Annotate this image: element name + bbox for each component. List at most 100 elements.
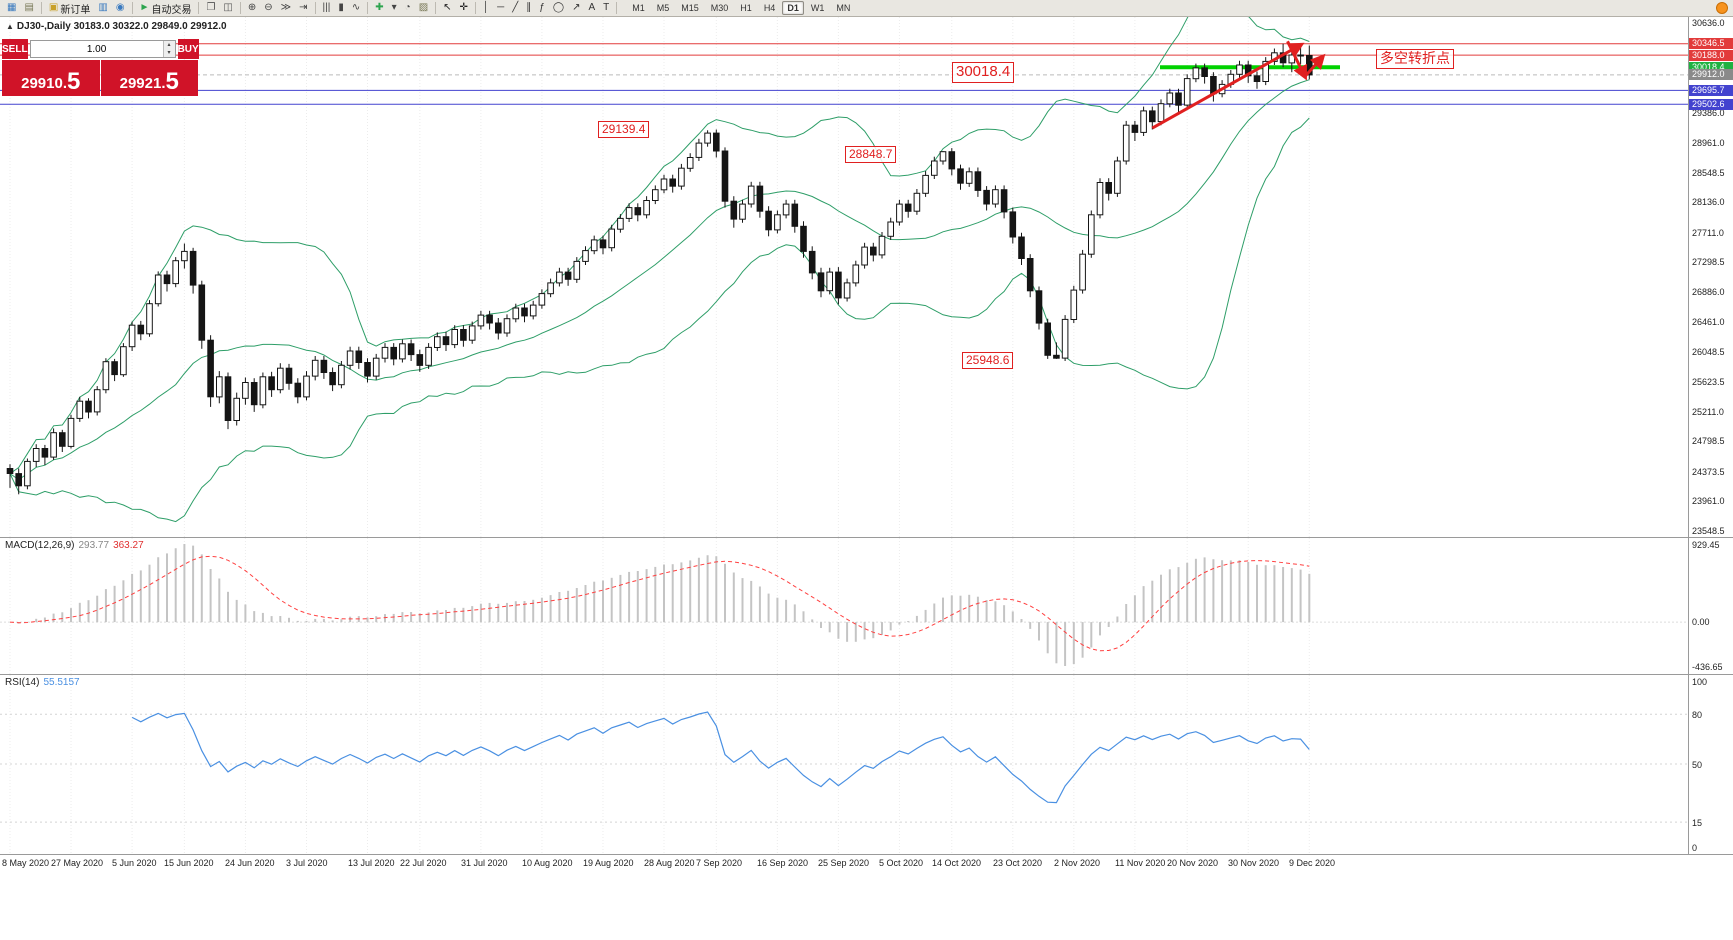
buy-button[interactable]: BUY bbox=[177, 39, 199, 59]
date-tick: 7 Sep 2020 bbox=[696, 858, 743, 868]
volume-input[interactable] bbox=[30, 41, 163, 57]
sell-price-button[interactable]: 29910. 5 bbox=[2, 60, 100, 96]
date-tick: 19 Aug 2020 bbox=[583, 858, 634, 868]
timeframe-m1[interactable]: M1 bbox=[632, 3, 645, 13]
text-button[interactable]: A bbox=[584, 1, 599, 16]
rsi-tick: 15 bbox=[1692, 818, 1703, 828]
channel-button[interactable]: ∥ bbox=[522, 1, 535, 16]
new-chart-button[interactable]: ▦ bbox=[3, 1, 20, 16]
candlestick-chart-button[interactable]: ▮ bbox=[334, 1, 348, 16]
vertical-line-button[interactable]: │ bbox=[479, 1, 493, 16]
date-tick: 2 Nov 2020 bbox=[1054, 858, 1101, 868]
horizontal-line-button[interactable]: ─ bbox=[493, 1, 508, 16]
text-label-button[interactable]: T bbox=[599, 1, 613, 16]
chart-profiles-button[interactable]: ▤ bbox=[20, 1, 37, 16]
price-tick: 23548.5 bbox=[1692, 526, 1725, 536]
rsi-panel[interactable]: RSI(14) 55.5157 bbox=[0, 674, 1688, 854]
periods-dropdown-button[interactable]: ◔ bbox=[401, 1, 415, 16]
indicators-button[interactable]: ✚ bbox=[371, 1, 387, 16]
toolbar-separator bbox=[198, 2, 200, 14]
auto-scroll-button[interactable]: ≫ bbox=[277, 1, 295, 16]
toolbar-separator bbox=[616, 2, 618, 14]
candlestick-chart[interactable] bbox=[0, 0, 1688, 537]
toolbar-separator bbox=[435, 2, 437, 14]
trendline-button[interactable]: ╱ bbox=[508, 1, 522, 16]
price-tick: 26048.5 bbox=[1692, 347, 1725, 357]
timeframe-mn[interactable]: MN bbox=[836, 3, 851, 13]
price-axis[interactable]: 30636.0 29386.0 28961.0 28548.5 28136.0 27711… bbox=[1688, 17, 1733, 537]
navigator-icon: ◉ bbox=[115, 2, 125, 13]
timeframe-w1[interactable]: W1 bbox=[810, 3, 825, 13]
price-tick: 28961.0 bbox=[1692, 138, 1725, 148]
volume-up-button[interactable]: ▴ bbox=[163, 41, 175, 49]
price-flag: 30018.4 bbox=[1689, 62, 1733, 73]
chart-symbol-label: DJ30-,Daily bbox=[16, 21, 71, 32]
new-order-label: 新订单 bbox=[60, 4, 91, 16]
horizontal-line-icon: ─ bbox=[497, 2, 505, 13]
chart-shift-icon: ⇥ bbox=[299, 2, 308, 13]
timeframe-m5[interactable]: M5 bbox=[656, 3, 670, 13]
indicators-dropdown-icon: ▾ bbox=[391, 2, 397, 13]
symbol-collapse-icon[interactable]: ▲ bbox=[6, 22, 14, 31]
crosshair-button[interactable]: ✛ bbox=[456, 1, 472, 16]
date-tick: 14 Oct 2020 bbox=[932, 858, 982, 868]
templates-button[interactable]: ▨ bbox=[415, 1, 432, 16]
rsi-axis[interactable]: 100 80 50 15 0 bbox=[1688, 674, 1733, 854]
tile-windows-button[interactable]: ◫ bbox=[219, 1, 236, 16]
timeframe-toolbar: M1 M5 M15 M30 H1 H4 D1 W1 MN bbox=[626, 1, 856, 15]
shapes-button[interactable]: ◯ bbox=[549, 1, 568, 16]
alert-icon[interactable] bbox=[1716, 2, 1728, 14]
chart-shift-button[interactable]: ⇥ bbox=[295, 1, 311, 16]
time-axis[interactable]: 8 May 2020 27 May 2020 5 Jun 2020 15 Jun 20… bbox=[0, 854, 1733, 874]
market-watch-icon: ▥ bbox=[98, 2, 108, 13]
timeframe-d1[interactable]: D1 bbox=[782, 1, 804, 15]
price-tick: 27298.5 bbox=[1692, 257, 1725, 267]
bar-chart-button[interactable]: ||| bbox=[319, 1, 335, 16]
vertical-line-icon: │ bbox=[482, 2, 490, 13]
date-tick: 8 May 2020 bbox=[2, 858, 50, 868]
cascade-windows-button[interactable]: ❐ bbox=[202, 1, 219, 16]
navigator-button[interactable]: ◉ bbox=[112, 1, 129, 16]
macd-chart[interactable] bbox=[0, 538, 1688, 674]
autotrading-button[interactable]: ► 自动交易 bbox=[136, 1, 196, 16]
new-order-button[interactable]: ▣ 新订单 bbox=[45, 1, 94, 16]
zoom-in-button[interactable]: ⊕ bbox=[244, 1, 260, 16]
main-chart-panel[interactable]: ▲ DJ30-,Daily 30183.0 30322.0 29849.0 299… bbox=[0, 0, 1688, 537]
rsi-tick: 100 bbox=[1692, 677, 1708, 687]
sell-button[interactable]: SELL bbox=[2, 39, 28, 59]
cursor-button[interactable]: ↖ bbox=[439, 1, 455, 16]
timeframe-h1[interactable]: H1 bbox=[740, 3, 752, 13]
volume-down-button[interactable]: ▾ bbox=[163, 49, 175, 57]
timeframe-h4[interactable]: H4 bbox=[763, 3, 776, 13]
market-watch-button[interactable]: ▥ bbox=[94, 1, 111, 16]
toolbar-separator bbox=[367, 2, 369, 14]
timeframe-m30[interactable]: M30 bbox=[710, 3, 729, 13]
date-tick: 22 Jul 2020 bbox=[400, 858, 447, 868]
price-text: 29921. bbox=[119, 75, 166, 92]
date-tick: 13 Jul 2020 bbox=[348, 858, 395, 868]
line-chart-button[interactable]: ∿ bbox=[348, 1, 364, 16]
text-icon: A bbox=[588, 2, 596, 13]
rsi-tick: 0 bbox=[1692, 843, 1698, 853]
date-tick: 5 Oct 2020 bbox=[879, 858, 924, 868]
indicators-dropdown-button[interactable]: ▾ bbox=[388, 1, 401, 16]
zoom-out-button[interactable]: ⊖ bbox=[260, 1, 276, 16]
buy-price-button[interactable]: 29921. 5 bbox=[100, 60, 198, 96]
price-text: 29910. bbox=[21, 75, 68, 92]
fibonacci-button[interactable]: ƒ bbox=[535, 1, 549, 16]
price-tick: 30636.0 bbox=[1692, 18, 1725, 28]
volume-field: ▴ ▾ bbox=[29, 40, 176, 58]
macd-panel[interactable]: MACD(12,26,9) 293.77 363.27 bbox=[0, 537, 1688, 674]
arrows-button[interactable]: ↗ bbox=[568, 1, 584, 16]
timeframe-m15[interactable]: M15 bbox=[681, 3, 699, 13]
fibonacci-icon: ƒ bbox=[539, 2, 545, 13]
macd-axis[interactable]: 929.45 0.00 -436.65 bbox=[1688, 537, 1733, 674]
rsi-chart[interactable] bbox=[0, 675, 1688, 854]
templates-icon: ▨ bbox=[418, 2, 429, 13]
trendline-icon: ╱ bbox=[512, 2, 519, 13]
date-tick: 10 Aug 2020 bbox=[522, 858, 573, 868]
tile-windows-icon: ◫ bbox=[223, 2, 233, 13]
autotrading-icon: ► bbox=[139, 2, 150, 13]
price-annotation: 多空转折点 bbox=[1376, 49, 1454, 69]
